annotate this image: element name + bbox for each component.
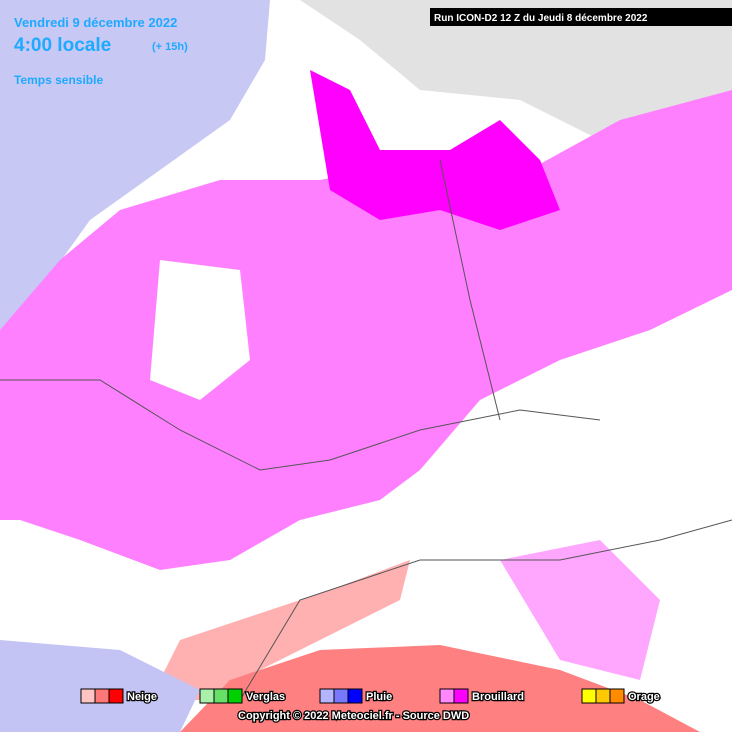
legend-swatch <box>581 688 597 704</box>
legend-swatch <box>347 688 363 704</box>
legend-swatch <box>609 688 625 704</box>
legend-label: Neige <box>127 691 157 703</box>
legend-swatch <box>213 688 229 704</box>
legend-label: Verglas <box>246 691 285 703</box>
offset: (+ 15h) <box>152 41 188 53</box>
date: Vendredi 9 décembre 2022 <box>14 15 177 30</box>
cloud-north <box>300 0 732 150</box>
borders <box>0 159 732 701</box>
sea-north <box>0 0 270 330</box>
run-box <box>430 8 732 26</box>
fog-dense <box>310 70 560 230</box>
clear-area <box>150 260 250 400</box>
rain-southwest <box>0 640 200 732</box>
legend: Neige Verglas Pluie Brouillard Orage <box>80 688 661 704</box>
time: 4:00 locale <box>14 35 111 56</box>
subtitle: Temps sensible <box>14 73 103 87</box>
legend-swatch <box>227 688 243 704</box>
legend-swatch <box>199 688 215 704</box>
legend-swatch <box>333 688 349 704</box>
legend-swatch <box>80 688 96 704</box>
legend-swatch <box>94 688 110 704</box>
legend-swatch <box>319 688 335 704</box>
legend-label: Brouillard <box>472 691 524 703</box>
legend-swatch <box>595 688 611 704</box>
run-info: Run ICON-D2 12 Z du Jeudi 8 décembre 202… <box>434 13 648 24</box>
fog-south <box>500 540 660 680</box>
legend-label: Orage <box>628 691 660 703</box>
legend-swatch <box>439 688 455 704</box>
legend-swatch <box>108 688 124 704</box>
legend-swatch <box>453 688 469 704</box>
legend-label: Pluie <box>366 691 392 703</box>
copyright: Copyright © 2022 Meteociel.fr - Source D… <box>238 710 469 722</box>
snow-band <box>150 560 410 700</box>
